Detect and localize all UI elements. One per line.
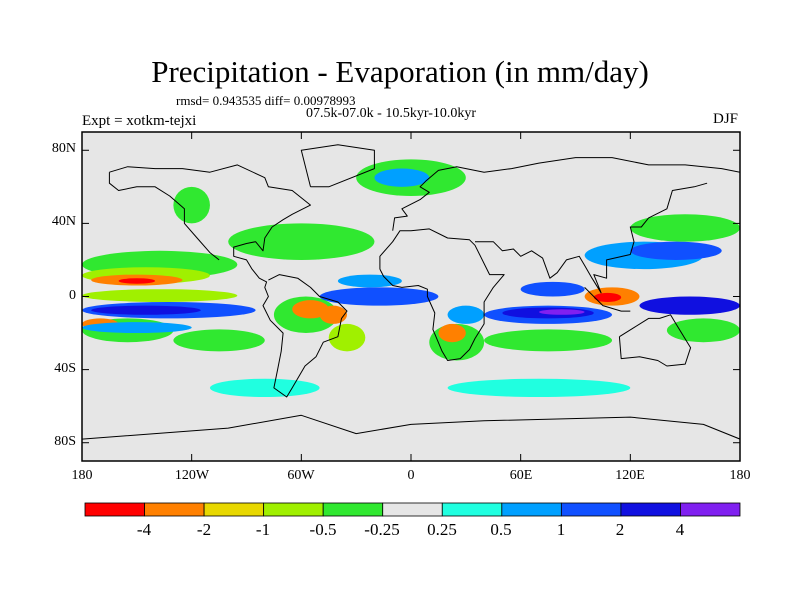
- contour-region: [374, 168, 430, 187]
- lat-label-40s: 40S: [54, 361, 76, 376]
- contour-region: [91, 305, 201, 315]
- lon-label-120e: 120E: [615, 468, 645, 483]
- season-label: DJF: [712, 111, 738, 127]
- contour-region: [319, 287, 439, 306]
- colorbar-swatch: [203, 502, 265, 517]
- contour-region: [630, 214, 740, 242]
- lon-label-0: 0: [407, 468, 415, 483]
- colorbar-swatch: [84, 502, 145, 517]
- contour-region: [538, 309, 585, 315]
- contour-region: [484, 329, 613, 352]
- contour-region: [337, 274, 402, 288]
- coastline-layer: [82, 144, 740, 440]
- contour-region: [228, 223, 375, 260]
- contour-region: [666, 318, 740, 343]
- colorbar-swatch: [263, 502, 324, 517]
- lat-label-80n: 80N: [51, 141, 76, 156]
- contour-fill-layer: [82, 159, 740, 398]
- colorbar-swatch: [560, 502, 622, 517]
- contour-region: [173, 186, 210, 224]
- contour-region: [209, 378, 320, 398]
- lon-label-60w: 60W: [287, 468, 315, 483]
- colorbar-label: -4: [136, 520, 152, 539]
- contour-region: [82, 289, 238, 302]
- contour-region: [328, 323, 366, 352]
- contour-region: [82, 322, 192, 334]
- colorbar-swatch: [144, 502, 205, 517]
- colorbar-swatch: [620, 502, 681, 517]
- coastline: [108, 172, 220, 261]
- statistics-text: rmsd= 0.943535 diff= 0.00978993: [176, 93, 356, 108]
- contour-region: [292, 300, 329, 319]
- lon-label-180e: 180: [729, 468, 751, 483]
- coastline: [300, 144, 375, 188]
- contour-region: [438, 323, 466, 343]
- period-text: 07.5k-07.0k - 10.5kyr-10.0kyr: [306, 106, 477, 121]
- coastline: [618, 314, 692, 367]
- contour-region: [520, 281, 585, 297]
- colorbar-swatch: [382, 502, 443, 517]
- lat-label-80s: 80S: [54, 434, 76, 449]
- colorbar-swatch: [501, 502, 562, 517]
- contour-region: [593, 292, 622, 302]
- colorbar-label: -1: [255, 520, 271, 539]
- contour-region: [447, 378, 631, 398]
- colorbar-swatch: [322, 502, 384, 517]
- colorbar-swatch: [680, 502, 741, 517]
- contour-region: [447, 305, 485, 324]
- colorbar-swatch: [441, 502, 503, 517]
- lon-label-60e: 60E: [509, 468, 533, 483]
- colorbar-label: 1: [556, 520, 566, 539]
- map-title: Precipitation - Evaporation (in mm/day): [151, 54, 649, 89]
- colorbar-label: -0.5: [309, 520, 337, 539]
- coastline: [379, 228, 505, 361]
- experiment-label: Expt = xotkm-tejxi: [82, 113, 197, 129]
- lat-label-40n: 40N: [51, 214, 76, 229]
- colorbar-label: -0.25: [364, 520, 400, 539]
- colorbar-label: 0.5: [490, 520, 512, 539]
- colorbar-label: -2: [196, 520, 212, 539]
- coastline: [82, 414, 740, 440]
- colorbar-label: 0.25: [427, 520, 457, 539]
- lat-label-0: 0: [69, 288, 76, 303]
- contour-region: [319, 305, 348, 324]
- colorbar-label: 2: [615, 520, 625, 539]
- lon-label-180w: 180: [71, 468, 93, 483]
- lon-label-120w: 120W: [174, 468, 210, 483]
- coastline: [475, 182, 708, 294]
- contour-region: [639, 296, 740, 315]
- coastline: [392, 157, 740, 231]
- contour-region: [173, 329, 265, 352]
- coastline: [584, 287, 631, 312]
- colorbar-label: 4: [675, 520, 685, 539]
- contour-region: [118, 278, 156, 284]
- contour-region: [630, 241, 722, 260]
- coastline: [109, 164, 348, 398]
- axis-ticks: [81, 132, 741, 461]
